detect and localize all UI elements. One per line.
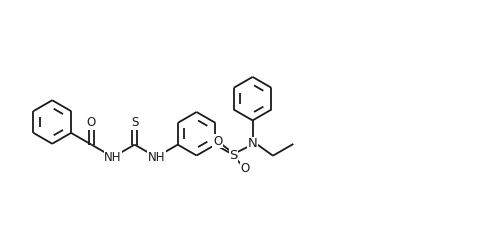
Text: O: O [241, 162, 250, 175]
Text: S: S [229, 149, 238, 162]
Text: O: O [213, 135, 222, 148]
Text: O: O [87, 116, 96, 129]
Text: NH: NH [105, 151, 122, 163]
Text: S: S [131, 116, 139, 129]
Text: N: N [247, 137, 257, 151]
Text: NH: NH [147, 151, 165, 163]
